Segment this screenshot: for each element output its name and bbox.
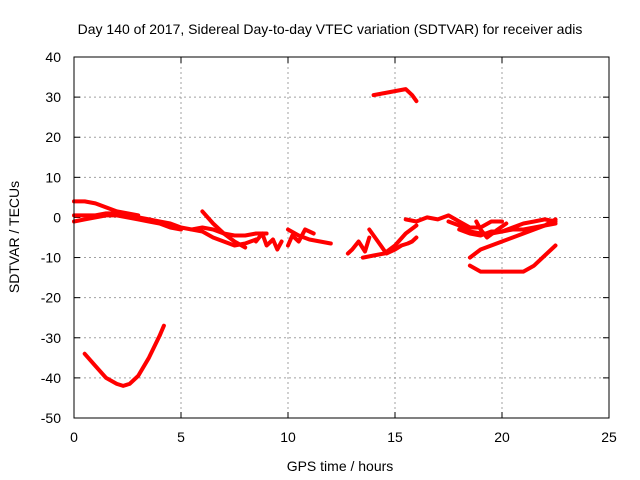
y-tick-label: 20 bbox=[45, 129, 61, 145]
series-line-arc-11 bbox=[367, 227, 419, 256]
y-tick-label: -40 bbox=[41, 370, 61, 386]
x-tick-label: 25 bbox=[601, 429, 617, 445]
y-tick-label: -10 bbox=[41, 250, 61, 266]
axis-ticks bbox=[73, 56, 610, 419]
x-axis-label: GPS time / hours bbox=[287, 458, 394, 474]
series-line-arc-19 bbox=[467, 243, 558, 274]
series-line-arc-8 bbox=[286, 227, 333, 246]
y-tick-label: -30 bbox=[41, 330, 61, 346]
x-tick-label: 20 bbox=[494, 429, 510, 445]
chart-title: Day 140 of 2017, Sidereal Day-to-day VTE… bbox=[78, 21, 583, 37]
y-tick-label: 10 bbox=[45, 169, 61, 185]
series-line-arc-10 bbox=[345, 235, 372, 256]
x-tick-label: 10 bbox=[280, 429, 296, 445]
y-axis-label: SDTVAR / TECUs bbox=[6, 181, 22, 293]
y-tick-label: -20 bbox=[41, 290, 61, 306]
series-line-arc-7 bbox=[253, 231, 284, 252]
series-line-arc-6 bbox=[189, 227, 258, 248]
series-group bbox=[72, 87, 558, 388]
x-tick-label: 15 bbox=[387, 429, 403, 445]
tick-labels: 0 5 10 15 20 25 -50 -40 -30 -20 -10 0 10 20 30 40 bbox=[41, 49, 617, 445]
x-tick-label: 5 bbox=[177, 429, 185, 445]
series-line-arc-12 bbox=[360, 223, 419, 260]
series-line-arc-13 bbox=[371, 87, 419, 104]
series-line-arc-4 bbox=[82, 323, 166, 388]
x-tick-label: 0 bbox=[70, 429, 78, 445]
y-tick-label: 40 bbox=[45, 49, 61, 65]
series-line-arc-18 bbox=[474, 219, 509, 240]
grid bbox=[74, 57, 609, 418]
series-line-arc-9 bbox=[286, 227, 316, 248]
y-tick-label: 30 bbox=[45, 89, 61, 105]
series-line-arc-17 bbox=[467, 217, 558, 260]
series-line-arc-14 bbox=[403, 213, 504, 230]
series-line-arc-3 bbox=[72, 213, 183, 232]
plot-frame bbox=[73, 56, 610, 419]
y-tick-label: 0 bbox=[53, 209, 61, 225]
y-tick-label: -50 bbox=[41, 410, 61, 426]
